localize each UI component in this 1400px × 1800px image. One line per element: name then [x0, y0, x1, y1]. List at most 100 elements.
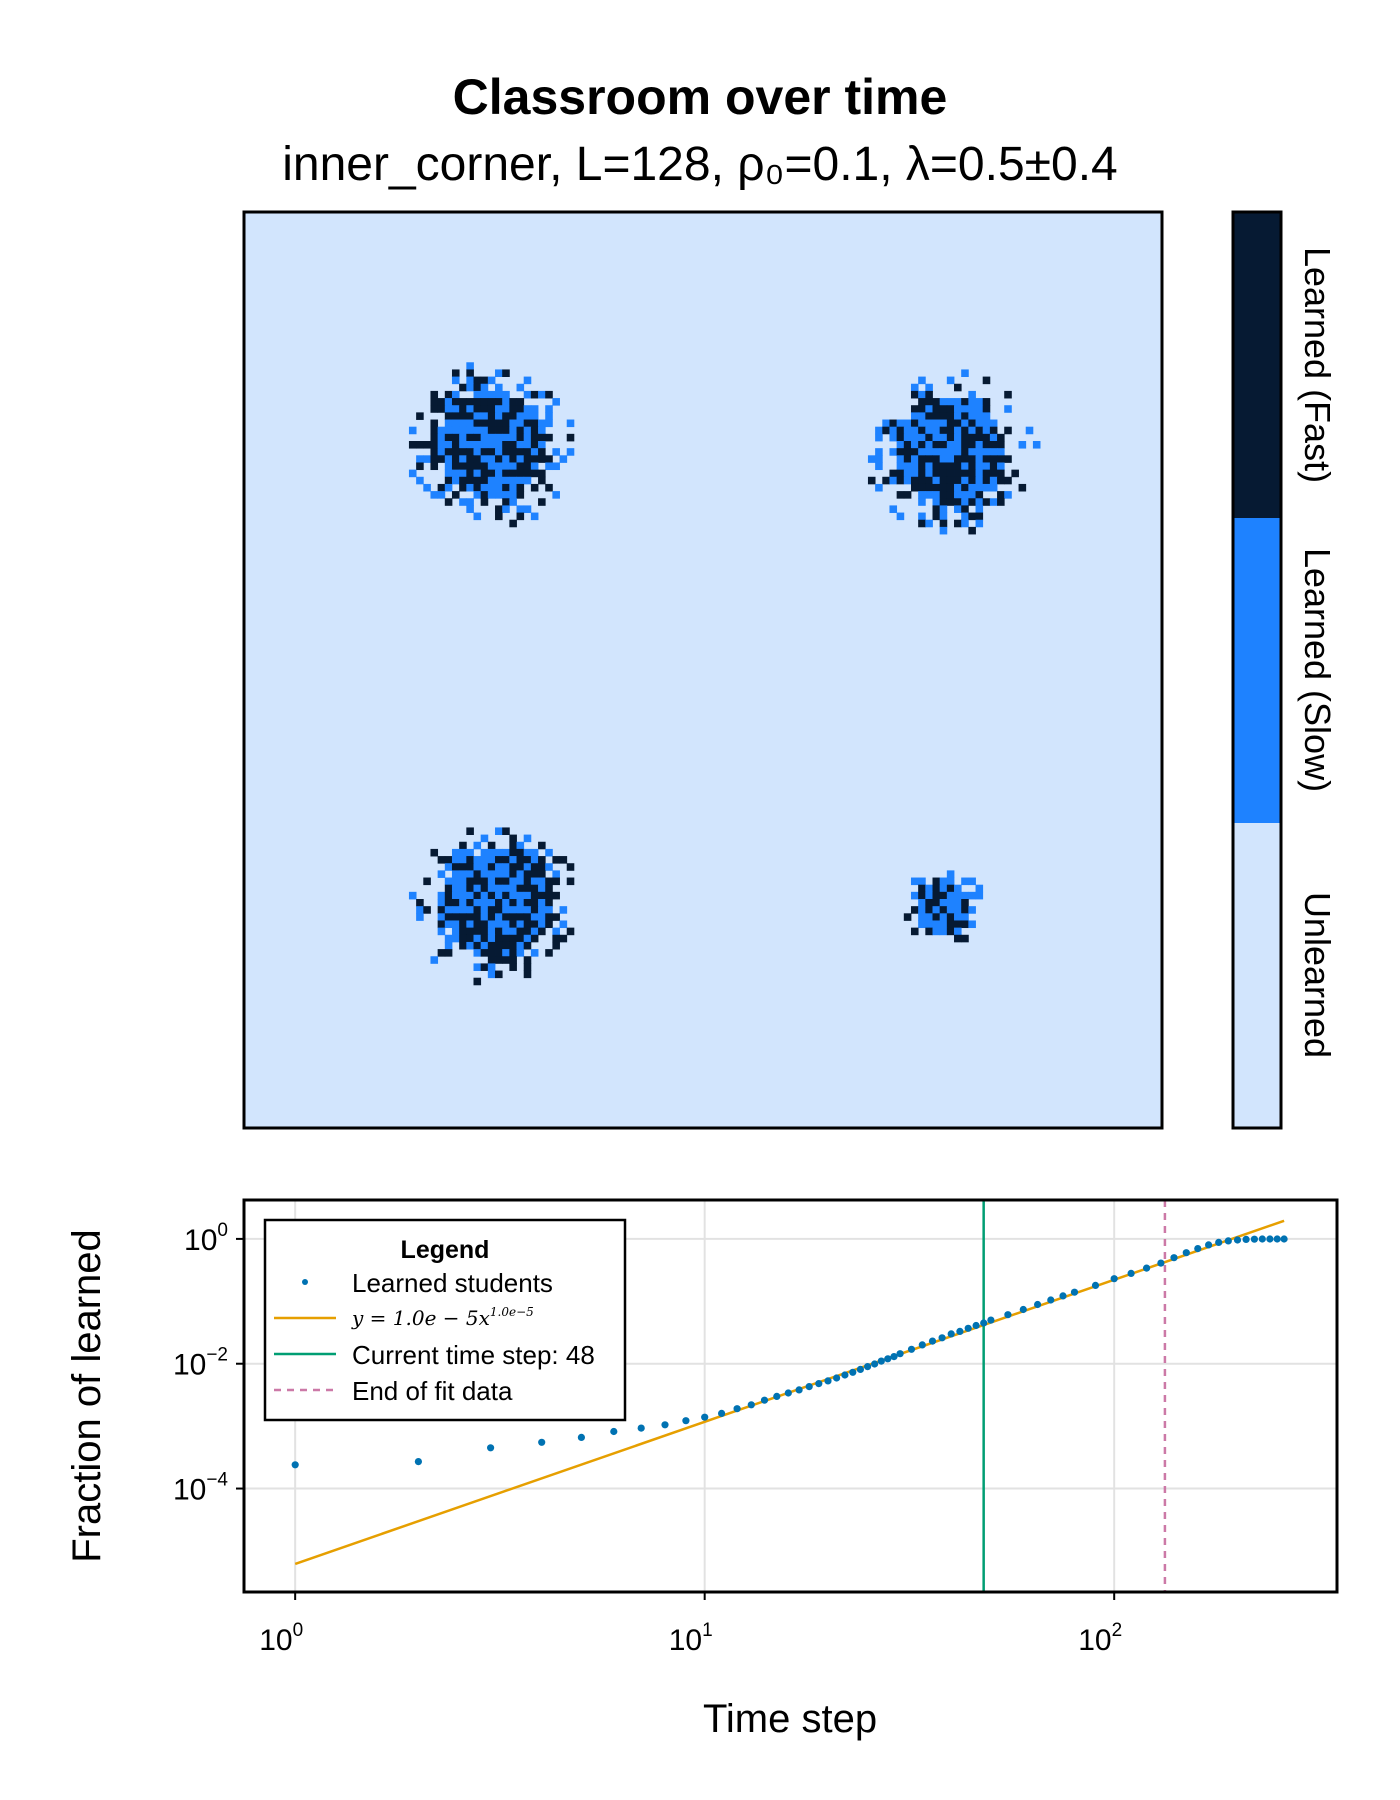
heatmap-cell: [961, 462, 969, 471]
heatmap-cell: [523, 426, 532, 435]
heatmap-cell: [523, 906, 532, 914]
heatmap-cell: [566, 877, 575, 886]
heatmap-cell: [939, 498, 948, 506]
heatmap-cell: [559, 455, 568, 463]
heatmap-cell: [444, 891, 453, 900]
heatmap-cell: [954, 455, 962, 463]
heatmap-cell: [538, 426, 546, 435]
heatmap-cell: [451, 462, 460, 471]
heatmap-cell: [925, 383, 933, 392]
heatmap-cell: [502, 491, 510, 499]
heatmap-cell: [509, 462, 517, 471]
heatmap-cell: [530, 863, 539, 871]
heatmap-cell: [502, 949, 510, 957]
heatmap-cell: [480, 920, 489, 929]
heatmap-cell: [509, 405, 517, 413]
heatmap-cell: [882, 419, 890, 428]
heatmap-cell: [918, 498, 926, 506]
heatmap-cell: [430, 848, 439, 857]
heatmap-cell: [473, 920, 482, 929]
heatmap-cell: [480, 834, 489, 843]
heatmap-cell: [961, 398, 969, 406]
heatmap-cell: [946, 899, 955, 907]
heatmap-cell: [495, 419, 503, 428]
heatmap-cell: [495, 383, 503, 392]
heatmap-cell: [444, 941, 453, 950]
heatmap-cell: [509, 834, 517, 843]
heatmap-cell: [502, 448, 510, 456]
heatmap-cell: [502, 405, 510, 413]
heatmap-cell: [552, 448, 560, 456]
heatmap-cell: [495, 455, 503, 463]
heatmap-cell: [968, 491, 976, 499]
heatmap-cell: [954, 891, 962, 900]
heatmap-cell: [903, 448, 912, 456]
heatmap-cell: [509, 476, 517, 485]
heatmap-cell: [509, 941, 517, 950]
heatmap-cell: [487, 412, 496, 420]
heatmap-cell: [444, 934, 453, 943]
heatmap-cell: [530, 462, 539, 471]
colorbar-label-fast: Learned (Fast): [1297, 247, 1338, 483]
heatmap-cell: [495, 956, 503, 964]
heatmap-cell: [946, 877, 955, 886]
heatmap-cell: [466, 398, 474, 406]
heatmap-cell: [918, 376, 926, 385]
heatmap-cell: [523, 469, 532, 478]
heatmap-cell: [918, 519, 926, 528]
learned-point: [1215, 1238, 1223, 1246]
heatmap-cell: [516, 863, 525, 871]
heatmap-cell: [939, 884, 948, 893]
heatmap-cell: [466, 848, 474, 857]
heatmap-cell: [925, 390, 933, 399]
heatmap-cell: [480, 863, 489, 871]
heatmap-cell: [459, 412, 467, 420]
heatmap-cell: [961, 483, 969, 492]
heatmap-cell: [918, 426, 926, 435]
heatmap-cell: [451, 884, 460, 893]
learned-point: [1110, 1275, 1118, 1283]
heatmap-cell: [459, 398, 467, 406]
heatmap-cell: [545, 884, 553, 893]
heatmap-cell: [910, 483, 919, 492]
heatmap-cell: [473, 405, 482, 413]
heatmap-cell: [538, 390, 546, 399]
heatmap-cell: [918, 419, 926, 428]
heatmap-cell: [466, 863, 474, 871]
learned-point: [1047, 1296, 1055, 1304]
heatmap-cell: [466, 441, 474, 449]
heatmap-cell: [444, 913, 453, 921]
heatmap-cell: [444, 920, 453, 929]
heatmap-cell: [523, 405, 532, 413]
heatmap-cell: [444, 884, 453, 893]
heatmap-cell: [516, 469, 525, 478]
heatmap-cell: [925, 884, 933, 893]
heatmap-cell: [1004, 405, 1012, 413]
heatmap-cell: [516, 462, 525, 471]
heatmap-cell: [509, 419, 517, 428]
heatmap-cell: [538, 433, 546, 442]
learned-point: [747, 1401, 755, 1409]
heatmap-cell: [961, 469, 969, 478]
heatmap-cell: [975, 505, 984, 513]
learned-point: [896, 1350, 904, 1358]
heatmap-cell: [997, 462, 1005, 471]
heatmap-cell: [502, 863, 510, 871]
heatmap-cell: [552, 927, 560, 936]
heatmap-cell: [925, 519, 933, 528]
heatmap-cell: [530, 426, 539, 435]
heatmap-cell: [961, 519, 969, 528]
legend-box: [263, 1218, 627, 1422]
heatmap-cell: [954, 920, 962, 929]
heatmap-cell: [509, 398, 517, 406]
heatmap-cell: [444, 398, 453, 406]
heatmap-cell: [480, 398, 489, 406]
heatmap-cell: [530, 870, 539, 878]
heatmap-cell: [509, 469, 517, 478]
heatmap-cell: [502, 426, 510, 435]
heatmap-cell: [495, 462, 503, 471]
heatmap-cell: [502, 412, 510, 420]
learned-point: [1127, 1269, 1135, 1277]
heatmap-cell: [961, 448, 969, 456]
